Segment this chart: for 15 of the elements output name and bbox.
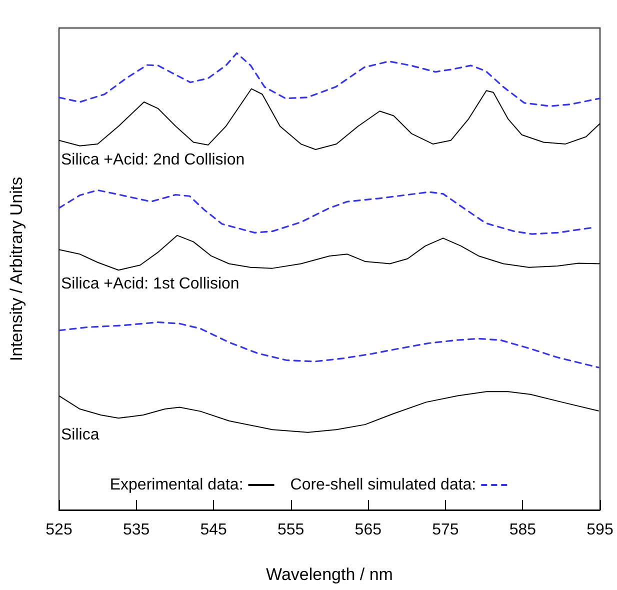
- legend-label: Experimental data:: [110, 476, 244, 494]
- x-tick-label: 595: [586, 522, 614, 538]
- annotation: Silica +Acid: 2nd Collision: [61, 151, 245, 168]
- x-axis-title: Wavelength / nm: [266, 565, 393, 584]
- x-tick-label: 525: [46, 522, 72, 538]
- x-tick-label: 535: [122, 522, 150, 538]
- annotation: Silica: [61, 426, 100, 444]
- x-tick-label: 565: [354, 522, 382, 538]
- x-tick-label: 575: [432, 522, 459, 538]
- x-tick-label: 545: [200, 522, 228, 538]
- y-axis-title: Intensity / Arbitrary Units: [7, 176, 26, 362]
- annotation: Silica +Acid: 1st Collision: [61, 276, 240, 293]
- legend-label: Core-shell simulated data:: [290, 476, 476, 494]
- x-tick-label: 555: [278, 522, 304, 538]
- x-tick-label: 585: [509, 522, 536, 538]
